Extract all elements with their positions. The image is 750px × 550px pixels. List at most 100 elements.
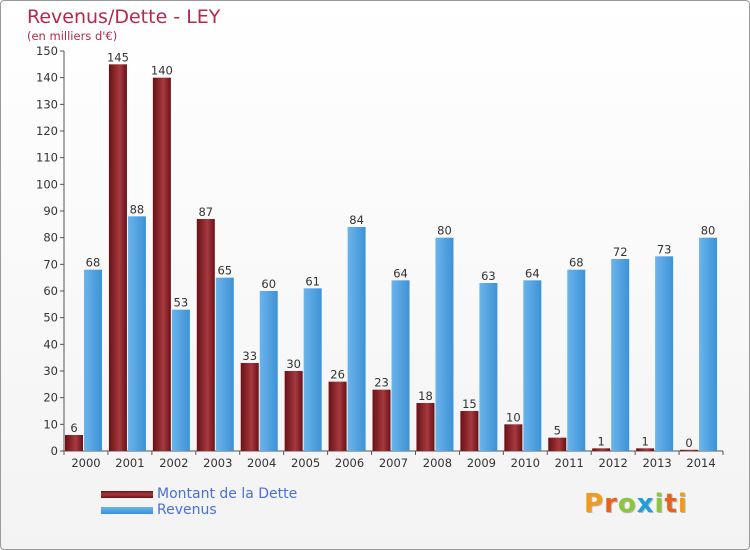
x-tick-label: 2008 [423, 456, 452, 470]
x-tick-label: 2009 [467, 456, 496, 470]
bar-dette [460, 411, 479, 451]
data-label-revenus: 80 [701, 224, 716, 238]
logo-letter: r [604, 489, 618, 519]
data-label-dette: 30 [286, 357, 301, 371]
bar-dette [240, 363, 259, 451]
bar-dette [636, 448, 655, 451]
data-label-revenus: 63 [481, 269, 496, 283]
bar-dette [152, 77, 171, 452]
logo-letter: i [677, 489, 688, 519]
x-tick-label: 2012 [599, 456, 628, 470]
legend-swatch-dette [101, 491, 153, 498]
chart-subtitle: (en milliers d'€) [27, 29, 118, 43]
data-label-dette: 10 [506, 410, 521, 424]
y-tick-label: 70 [43, 257, 58, 271]
bar-dette [592, 448, 611, 451]
y-tick-label: 110 [36, 151, 58, 165]
y-tick-label: 60 [43, 284, 58, 298]
x-tick-label: 2011 [555, 456, 584, 470]
bar-revenus [567, 269, 586, 451]
data-label-dette: 26 [330, 368, 345, 382]
bar-revenus [303, 288, 322, 451]
x-tick-label: 2005 [291, 456, 320, 470]
data-label-revenus: 84 [349, 213, 364, 227]
chart-title: Revenus/Dette - LEY [27, 6, 221, 28]
data-label-dette: 6 [70, 421, 77, 435]
bar-dette [504, 424, 523, 451]
data-label-dette: 0 [685, 436, 692, 450]
data-label-revenus: 64 [393, 266, 408, 280]
data-label-dette: 1 [598, 434, 605, 448]
y-tick-label: 20 [43, 391, 58, 405]
bar-revenus [479, 283, 498, 451]
x-tick-label: 2002 [159, 456, 188, 470]
data-label-revenus: 64 [525, 266, 540, 280]
data-label-dette: 140 [151, 64, 173, 78]
data-label-revenus: 72 [613, 245, 628, 259]
bar-revenus [391, 280, 410, 451]
y-tick-label: 30 [43, 364, 58, 378]
bar-dette [108, 64, 127, 452]
y-tick-label: 50 [43, 311, 58, 325]
bar-revenus [347, 227, 366, 451]
bar-revenus [523, 280, 542, 451]
bar-revenus [215, 277, 234, 451]
bar-dette [328, 381, 347, 451]
data-label-revenus: 88 [130, 202, 145, 216]
logo-letter: x [636, 489, 655, 519]
bar-dette [548, 437, 567, 451]
x-tick-label: 2013 [642, 456, 671, 470]
x-tick-label: 2007 [379, 456, 408, 470]
bar-revenus [127, 216, 146, 451]
data-label-dette: 15 [462, 397, 477, 411]
y-tick-label: 100 [36, 177, 58, 191]
data-label-revenus: 80 [437, 224, 452, 238]
logo-letter: i [654, 489, 665, 519]
y-tick-label: 80 [43, 231, 58, 245]
legend-swatch-revenus [101, 507, 153, 514]
x-tick-label: 2004 [247, 456, 276, 470]
bar-revenus [699, 237, 718, 451]
logo-letter: t [664, 489, 678, 519]
bar-revenus [655, 256, 674, 451]
y-tick-label: 150 [36, 44, 58, 58]
y-tick-label: 90 [43, 204, 58, 218]
data-label-dette: 145 [107, 50, 129, 64]
y-tick-label: 140 [36, 71, 58, 85]
bar-revenus [435, 237, 454, 451]
x-tick-label: 2010 [511, 456, 540, 470]
proxiti-logo: Proxiti [584, 489, 688, 519]
x-tick-label: 2006 [335, 456, 364, 470]
x-tick-label: 2001 [115, 456, 144, 470]
legend-label-revenus: Revenus [157, 502, 217, 518]
bar-revenus [84, 269, 102, 451]
x-tick-label: 2003 [203, 456, 232, 470]
bar-dette [65, 435, 83, 451]
bar-dette [680, 449, 699, 451]
data-label-revenus: 68 [569, 256, 584, 270]
data-label-dette: 87 [198, 205, 213, 219]
y-tick-label: 120 [36, 124, 58, 138]
x-tick-label: 2014 [686, 456, 715, 470]
data-label-revenus: 53 [174, 296, 189, 310]
data-label-revenus: 65 [217, 264, 232, 278]
data-label-dette: 5 [554, 424, 561, 438]
logo-letter: P [584, 489, 605, 519]
data-label-revenus: 61 [305, 274, 320, 288]
x-tick-label: 2000 [71, 456, 100, 470]
data-label-revenus: 73 [657, 242, 672, 256]
data-label-dette: 1 [641, 434, 648, 448]
bar-revenus [611, 259, 630, 451]
data-label-revenus: 60 [261, 277, 276, 291]
bar-revenus [259, 291, 278, 451]
bar-dette [284, 371, 303, 451]
legend-label-dette: Montant de la Dette [157, 486, 298, 502]
data-label-dette: 18 [418, 389, 433, 403]
y-tick-label: 40 [43, 337, 58, 351]
data-label-dette: 33 [242, 349, 257, 363]
data-label-dette: 23 [374, 376, 389, 390]
bar-revenus [171, 309, 190, 451]
bar-dette [372, 389, 391, 451]
